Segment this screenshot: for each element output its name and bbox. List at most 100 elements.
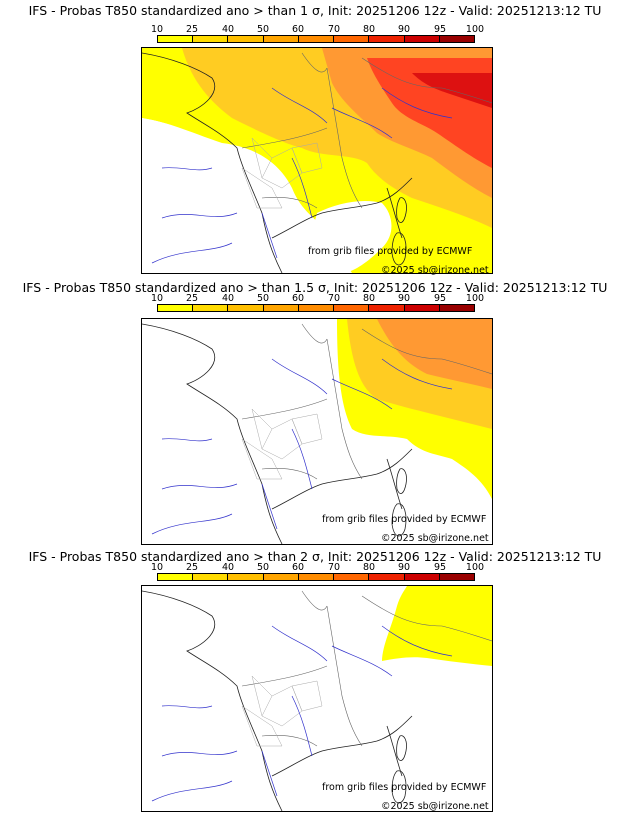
panel-2: IFS - Probas T850 standardized ano > tha…	[0, 276, 630, 552]
scale-label: 70	[327, 562, 341, 573]
probability-map	[141, 585, 493, 812]
scale-label: 100	[465, 562, 485, 573]
scale-swatch	[369, 36, 405, 42]
probability-map	[141, 318, 493, 545]
scale-label: 25	[185, 24, 199, 35]
corsica	[396, 468, 407, 494]
sea-mediterranean	[302, 201, 392, 273]
scale-label: 95	[433, 562, 447, 573]
panel-1: IFS - Probas T850 standardized ano > tha…	[0, 0, 630, 276]
sardinia	[391, 503, 407, 537]
rivers	[151, 625, 453, 802]
panel-title: IFS - Probas T850 standardized ano > tha…	[22, 280, 608, 295]
scale-label: 70	[327, 293, 341, 304]
scale-swatch	[193, 305, 229, 311]
scale-label: 60	[291, 24, 305, 35]
scale-label: 60	[291, 562, 305, 573]
scale-swatch	[404, 305, 440, 311]
scale-label: 95	[433, 293, 447, 304]
regions	[241, 675, 323, 747]
borders	[241, 52, 492, 209]
scale-swatch	[298, 574, 335, 580]
scale-swatch	[334, 305, 370, 311]
scale-bar	[157, 35, 475, 43]
scale-swatch	[193, 36, 229, 42]
probability-map	[141, 47, 493, 274]
scale-swatch	[193, 574, 229, 580]
rivers	[151, 358, 453, 535]
scale-swatch	[158, 574, 194, 580]
scale-labels: 10 25 40 50 60 70 80 90 95 100	[151, 293, 484, 304]
scale-label: 90	[397, 562, 411, 573]
scale-swatch	[334, 574, 370, 580]
scale-label: 95	[433, 24, 447, 35]
map-graphic	[142, 48, 492, 273]
scale-label: 90	[397, 293, 411, 304]
scale-label: 25	[185, 293, 199, 304]
scale-swatch	[334, 36, 370, 42]
scale-label: 80	[362, 293, 376, 304]
scale-swatch	[228, 305, 264, 311]
coastline	[142, 323, 413, 544]
scale-label: 10	[150, 562, 164, 573]
scale-label: 80	[362, 24, 376, 35]
credit-text: from grib files provided by ECMWF	[322, 514, 487, 525]
scale-label: 100	[465, 293, 485, 304]
coastline	[142, 590, 413, 811]
scale-label: 90	[397, 24, 411, 35]
scale-label: 50	[256, 293, 270, 304]
copyright-text: ©2025 sb@irizone.net	[381, 801, 489, 812]
scale-label: 60	[291, 293, 305, 304]
scale-swatch	[404, 574, 440, 580]
scale-labels: 10 25 40 50 60 70 80 90 95 100	[151, 562, 484, 573]
scale-label: 50	[256, 24, 270, 35]
credit-text: from grib files provided by ECMWF	[308, 246, 473, 257]
scale-swatch	[158, 36, 194, 42]
map-graphic	[142, 319, 492, 544]
scale-bar	[157, 573, 475, 581]
scale-swatch	[439, 36, 474, 42]
prob-orange	[377, 319, 492, 389]
scale-swatch	[369, 305, 405, 311]
scale-bar	[157, 304, 475, 312]
scale-swatch	[263, 36, 299, 42]
scale-label: 100	[465, 24, 485, 35]
scale-label: 40	[221, 24, 235, 35]
scale-swatch	[263, 574, 299, 580]
scale-label: 40	[221, 562, 235, 573]
corsica	[396, 735, 407, 761]
scale-label: 50	[256, 562, 270, 573]
borders	[241, 590, 492, 747]
regions	[241, 137, 323, 209]
rivers	[151, 87, 453, 264]
scale-swatch	[298, 36, 335, 42]
scale-swatch	[369, 574, 405, 580]
scale-swatch	[439, 305, 474, 311]
panel-title: IFS - Probas T850 standardized ano > tha…	[28, 3, 602, 18]
scale-label: 10	[150, 293, 164, 304]
scale-label: 70	[327, 24, 341, 35]
scale-labels: 10 25 40 50 60 70 80 90 95 100	[151, 24, 484, 35]
scale-swatch	[404, 36, 440, 42]
scale-swatch	[263, 305, 299, 311]
corsica	[396, 197, 407, 223]
credit-text: from grib files provided by ECMWF	[322, 782, 487, 793]
copyright-text: ©2025 sb@irizone.net	[381, 533, 489, 544]
borders	[241, 323, 492, 480]
panel-title: IFS - Probas T850 standardized ano > tha…	[28, 549, 602, 564]
scale-label: 10	[150, 24, 164, 35]
scale-swatch	[228, 36, 264, 42]
scale-swatch	[228, 574, 264, 580]
regions	[241, 408, 323, 480]
sea-atlantic	[142, 118, 242, 273]
scale-swatch	[439, 574, 474, 580]
scale-swatch	[158, 305, 194, 311]
sardinia	[391, 232, 407, 266]
sardinia	[391, 770, 407, 804]
coastline	[142, 52, 413, 273]
scale-swatch	[298, 305, 335, 311]
scale-label: 25	[185, 562, 199, 573]
scale-label: 40	[221, 293, 235, 304]
panel-3: IFS - Probas T850 standardized ano > tha…	[0, 545, 630, 821]
copyright-text: ©2025 sb@irizone.net	[381, 265, 489, 276]
